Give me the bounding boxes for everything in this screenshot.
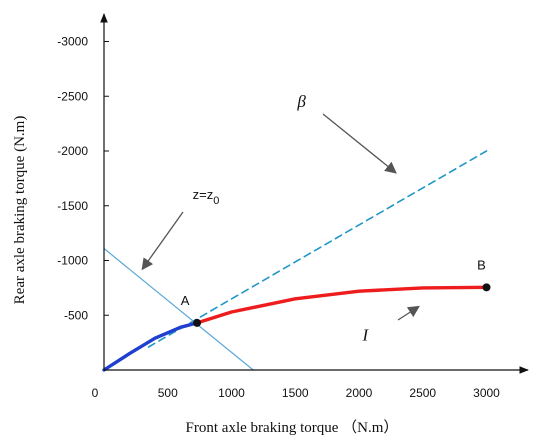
point-label: A: [181, 293, 190, 308]
x-tick-label: 1500: [282, 386, 309, 400]
point-label: B: [477, 257, 486, 272]
x-tick-label: 1000: [218, 386, 245, 400]
beta-line: [147, 150, 488, 348]
y-ticks: -500 -1000 -1500 -2000 -2500 -3000: [57, 35, 109, 322]
z-z0-line: [103, 247, 254, 371]
x-ticks: 0 500 1000 1500 2000 2500 3000: [92, 386, 501, 400]
i-curve: [195, 285, 489, 325]
y-tick-label: -1500: [57, 199, 88, 213]
annotation-arrow: [141, 211, 184, 271]
annotation-label: z=z0: [193, 187, 220, 207]
y-tick-label: -2000: [57, 144, 88, 158]
blue-curve: [102, 321, 199, 372]
y-tick-label: -1000: [57, 254, 88, 268]
annotation-arrow: [322, 113, 397, 174]
point-a: [193, 318, 202, 327]
x-axis-title: Front axle braking torque （N.m）: [186, 419, 399, 436]
series-layer: [102, 150, 489, 372]
annotation-label: β: [296, 92, 306, 111]
x-tick-label: 500: [158, 386, 178, 400]
x-tick-label: 2000: [346, 386, 373, 400]
x-tick-label: 3000: [473, 386, 500, 400]
x-tick-label: 0: [92, 386, 99, 400]
y-tick-label: -500: [64, 308, 88, 322]
y-tick-label: -2500: [57, 89, 88, 103]
annotations-layer: β z=z0 I: [141, 92, 420, 344]
annotation-label: I: [362, 325, 370, 344]
y-axis-title: Rear axle braking torque (N.m): [12, 116, 28, 305]
annotation-arrow: [397, 305, 420, 321]
y-tick-label: -3000: [57, 35, 88, 49]
point-b: [482, 283, 491, 292]
points-layer: AB: [181, 257, 491, 327]
x-tick-label: 2500: [409, 386, 436, 400]
